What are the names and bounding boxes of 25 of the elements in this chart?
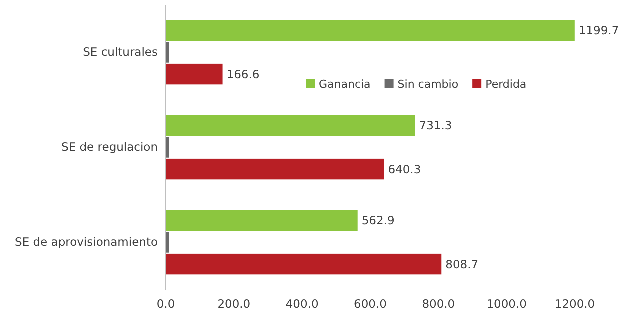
- x-tick-label: 1200.0: [554, 297, 596, 312]
- legend-label: Ganancia: [319, 78, 371, 91]
- x-tick-label: 200.0: [218, 297, 251, 312]
- bar: [166, 20, 575, 42]
- x-tick-label: 1000.0: [486, 297, 527, 312]
- x-tick-label: 0.0: [156, 297, 176, 312]
- data-label: 562.9: [362, 214, 395, 228]
- bar: [166, 158, 384, 180]
- data-label: 808.7: [446, 257, 479, 272]
- legend-label: Perdida: [486, 78, 527, 91]
- data-label: 1199.7: [578, 24, 620, 38]
- x-tick-label: 600.0: [354, 297, 387, 312]
- data-label: 166.6: [226, 67, 260, 82]
- data-label: 731.3: [419, 118, 452, 133]
- x-tick-label: 400.0: [286, 297, 319, 312]
- bar: [166, 115, 416, 136]
- legend-label: Sin cambio: [398, 78, 459, 91]
- bar: [166, 210, 358, 232]
- y-tick-label: SE de aprovisionamiento: [15, 235, 158, 250]
- data-label: 640.3: [388, 162, 422, 176]
- x-tick-label: 800.0: [422, 297, 456, 312]
- y-tick-label: SE de regulacion: [62, 140, 158, 154]
- bar: [166, 64, 223, 85]
- y-tick-label: SE culturales: [83, 45, 158, 60]
- bar: [166, 254, 442, 275]
